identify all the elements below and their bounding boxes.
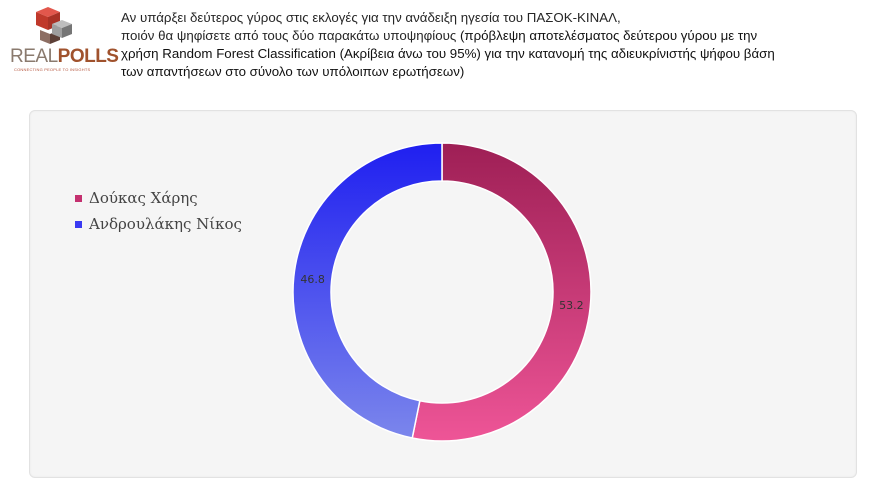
donut-slice-doukas [411, 142, 592, 442]
question-line-4: των απαντήσεων στο σύνολο των υπόλοιπων … [121, 64, 465, 79]
data-label-androulakis: 46.8 [300, 273, 325, 286]
data-label-doukas: 53.2 [559, 299, 584, 312]
question-line-3: χρήση Random Forest Classification (Ακρί… [121, 46, 775, 61]
chart-question: Αν υπάρξει δεύτερος γύρος στις εκλογές γ… [121, 9, 869, 81]
donut-slice-androulakis [292, 142, 443, 439]
logo-tagline: CONNECTING PEOPLE TO INSIGHTS [14, 67, 91, 72]
legend-swatch-androulakis [75, 220, 82, 228]
realpolls-logo: REALPOLLS CONNECTING PEOPLE TO INSIGHTS [6, 4, 119, 72]
legend-label-androulakis: Ανδρουλάκης Νίκος [89, 215, 242, 233]
logo-mark-icon [36, 7, 72, 44]
legend-item-doukas: Δούκας Χάρης [75, 185, 242, 211]
question-line-2: ποιόν θα ψηφίσετε από τους δύο παρακάτω … [121, 28, 758, 43]
logo-wordmark: REALPOLLS [10, 46, 119, 67]
legend-swatch-doukas [75, 194, 82, 202]
chart-legend: Δούκας Χάρης Ανδρουλάκης Νίκος [75, 185, 242, 237]
legend-item-androulakis: Ανδρουλάκης Νίκος [75, 211, 242, 237]
question-note-start: (πρόβλεψη αποτελέσματος δεύτερου γύρου μ… [459, 28, 758, 43]
legend-label-doukas: Δούκας Χάρης [89, 189, 198, 207]
question-line-1: Αν υπάρξει δεύτερος γύρος στις εκλογές γ… [121, 10, 621, 25]
